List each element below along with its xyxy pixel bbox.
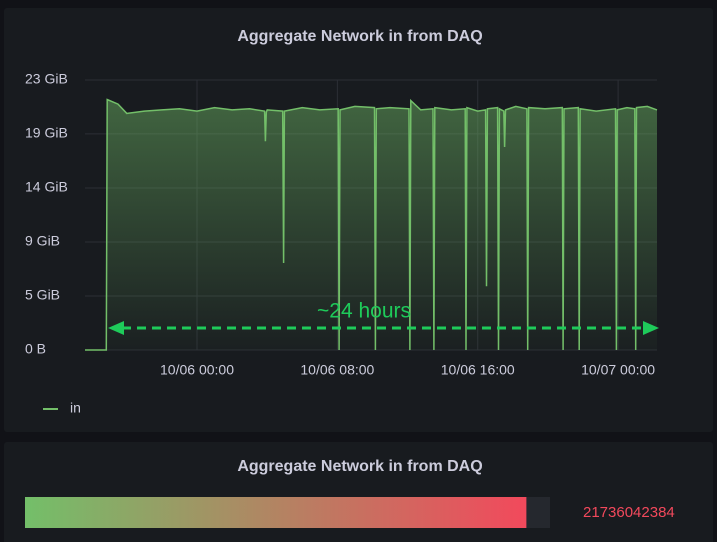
- gauge-value: 21736042384: [583, 504, 675, 521]
- x-tick-label: 10/06 16:00: [441, 362, 515, 378]
- annotation: ~24 hours: [317, 300, 411, 323]
- y-tick-label: 5 GiB: [25, 287, 60, 303]
- y-tick-label: 0 B: [25, 341, 46, 357]
- arrow-head: [108, 321, 124, 335]
- y-tick-label: 9 GiB: [25, 233, 60, 249]
- plot: 0 B 5 GiB 9 GiB 14 GiB 19 GiB 23 GiB 10/06 00:…: [25, 71, 658, 378]
- series-line: [85, 98, 658, 351]
- y-tick-label: 23 GiB: [25, 71, 68, 87]
- gauge: [25, 497, 527, 528]
- y-tick-label: 19 GiB: [25, 125, 68, 141]
- gauge-bar: [25, 497, 527, 528]
- x-tick-label: 10/06 00:00: [160, 362, 234, 378]
- area-fill: [85, 99, 657, 350]
- arrow-head: [643, 321, 659, 335]
- x-tick-label: 10/06 08:00: [300, 362, 374, 378]
- panel-title: Aggregate Network in from DAQ: [237, 28, 482, 45]
- panel-title: Aggregate Network in from DAQ: [237, 458, 482, 475]
- x-tick-label: 10/07 00:00: [581, 362, 655, 378]
- y-tick-label: 14 GiB: [25, 179, 68, 195]
- legend-label[interactable]: in: [70, 400, 81, 416]
